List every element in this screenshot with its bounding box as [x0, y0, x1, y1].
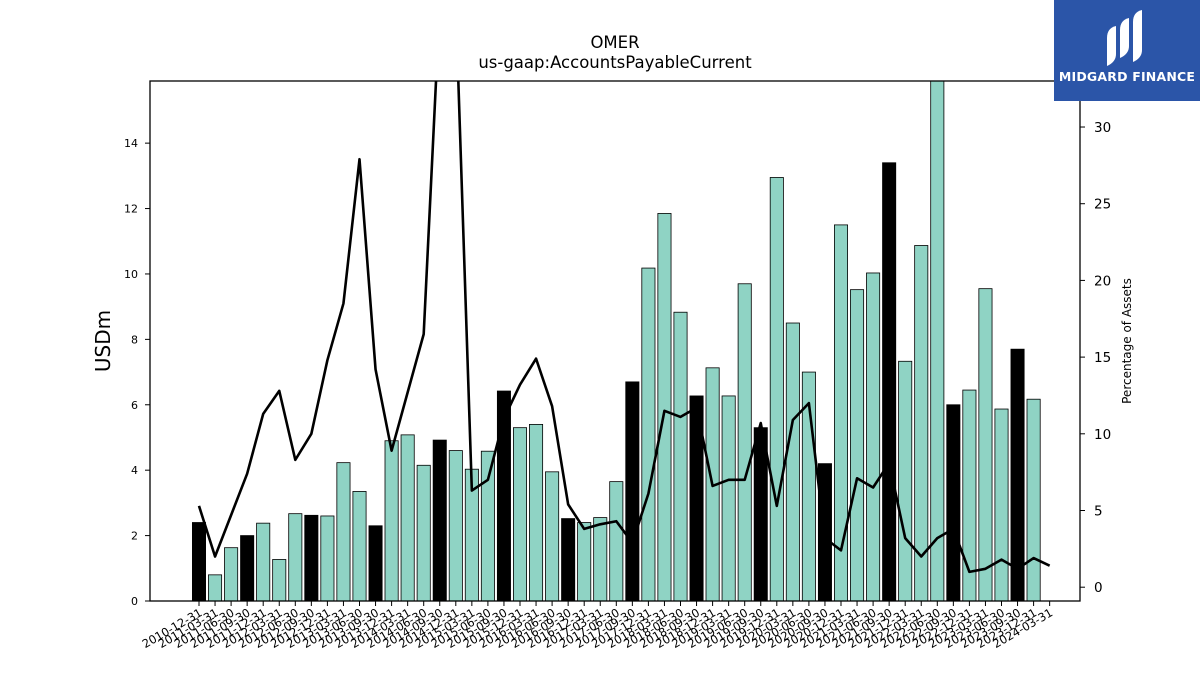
- bar: [545, 471, 560, 601]
- midgard-logo-icon: [1107, 10, 1142, 66]
- bar: [946, 404, 961, 601]
- bar-series: [191, 81, 1041, 601]
- y-tick-label: 14: [124, 137, 138, 150]
- y-tick-label: 8: [131, 333, 138, 346]
- bar: [384, 440, 399, 601]
- y2-axis-label: Percentage of Assets: [1120, 278, 1134, 404]
- bar: [898, 360, 913, 601]
- bar: [1026, 398, 1041, 601]
- logo-wordmark: MIDGARD FINANCE: [1058, 69, 1196, 84]
- y2-tick-label: 25: [1094, 197, 1111, 213]
- midgard-finance-logo: MIDGARD FINANCE: [1054, 0, 1200, 101]
- bar: [785, 322, 800, 601]
- bar: [368, 525, 383, 601]
- bar: [256, 522, 271, 601]
- bar: [320, 515, 335, 601]
- y-tick-label: 6: [131, 399, 138, 412]
- line-series: [197, 81, 1051, 574]
- bar: [304, 514, 319, 601]
- bar: [994, 408, 1009, 601]
- bar: [962, 389, 977, 601]
- y2-tick-label: 20: [1094, 273, 1111, 289]
- bar: [272, 559, 287, 601]
- bar: [480, 450, 495, 601]
- y-tick-label: 2: [131, 530, 138, 543]
- bar: [288, 513, 303, 601]
- chart-title: OMER: [590, 33, 639, 52]
- bar: [240, 535, 255, 601]
- bar: [529, 423, 544, 601]
- y-axis-label: USDm: [91, 310, 115, 372]
- bar: [737, 283, 752, 601]
- bar: [416, 464, 431, 601]
- bar: [673, 311, 688, 601]
- y2-tick-label: 5: [1094, 503, 1103, 519]
- bar: [850, 289, 865, 601]
- chart-subtitle: us-gaap:AccountsPayableCurrent: [478, 53, 752, 72]
- bar: [208, 574, 223, 601]
- bar: [834, 224, 849, 601]
- y-tick-label: 0: [131, 595, 138, 608]
- bar: [577, 522, 592, 601]
- bar: [657, 213, 672, 601]
- bar: [641, 267, 656, 601]
- bar: [866, 272, 881, 601]
- bar: [609, 481, 624, 601]
- y-tick-label: 4: [131, 464, 138, 477]
- bar: [689, 395, 704, 601]
- bar: [930, 81, 945, 601]
- bar: [352, 491, 367, 601]
- bar: [336, 462, 351, 601]
- y2-tick-label: 10: [1094, 427, 1111, 443]
- bar: [191, 522, 206, 601]
- bar: [625, 381, 640, 601]
- bar: [513, 427, 528, 601]
- percentage-line: [197, 81, 1051, 574]
- bar: [432, 439, 447, 601]
- y2-tick-label: 0: [1094, 580, 1103, 596]
- bar: [978, 288, 993, 601]
- bar: [721, 395, 736, 601]
- y2-tick-label: 30: [1094, 120, 1111, 136]
- y2-tick-label: 15: [1094, 350, 1111, 366]
- bar: [914, 245, 929, 601]
- axes: 024681012140510152025302010-12-312011-03…: [124, 80, 1111, 651]
- y-tick-label: 10: [124, 268, 138, 281]
- bar: [448, 450, 463, 601]
- bar: [882, 162, 897, 601]
- y-tick-label: 12: [124, 203, 138, 216]
- bar: [496, 390, 511, 601]
- bar: [561, 518, 576, 601]
- bar: [224, 547, 239, 601]
- plot-frame: [149, 80, 1081, 602]
- bar: [769, 177, 784, 601]
- bar: [593, 517, 608, 601]
- bar: [400, 434, 415, 601]
- bar: [1010, 348, 1025, 601]
